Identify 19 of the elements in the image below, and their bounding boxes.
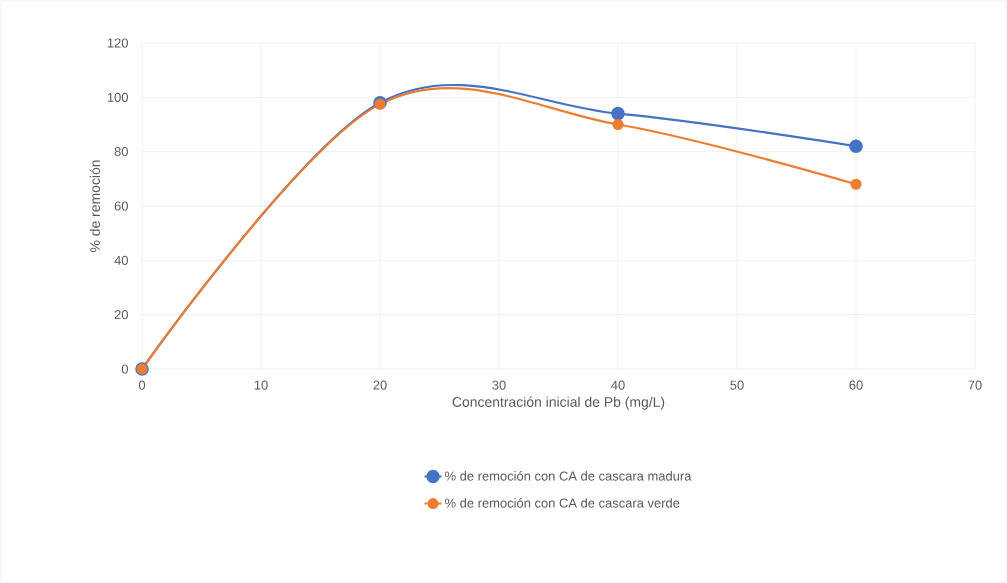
legend-label: % de remoción con CA de cascara madura [445, 470, 692, 481]
x-tick-label: 70 [968, 380, 982, 390]
y-tick-label: 120 [107, 38, 128, 48]
y-tick-label: 0 [121, 364, 128, 374]
x-tick-label: 20 [373, 380, 387, 390]
y-axis-title: % de remoción [89, 160, 101, 253]
x-tick-label: 50 [730, 380, 744, 390]
y-tick-label: 100 [107, 92, 128, 102]
y-tick-label: 80 [114, 147, 128, 157]
y-tick-label: 20 [114, 310, 128, 320]
x-tick-label: 30 [492, 380, 506, 390]
y-tick-label: 40 [114, 255, 128, 265]
x-tick-label: 10 [254, 380, 268, 390]
x-axis-title: Concentración inicial de Pb (mg/L) [452, 396, 665, 410]
legend-label: % de remoción con CA de cascara verde [445, 498, 680, 508]
x-tick-label: 60 [849, 380, 863, 390]
x-tick-label: 40 [611, 380, 625, 390]
x-tick-label: 0 [138, 380, 146, 390]
y-tick-label: 60 [114, 201, 128, 211]
